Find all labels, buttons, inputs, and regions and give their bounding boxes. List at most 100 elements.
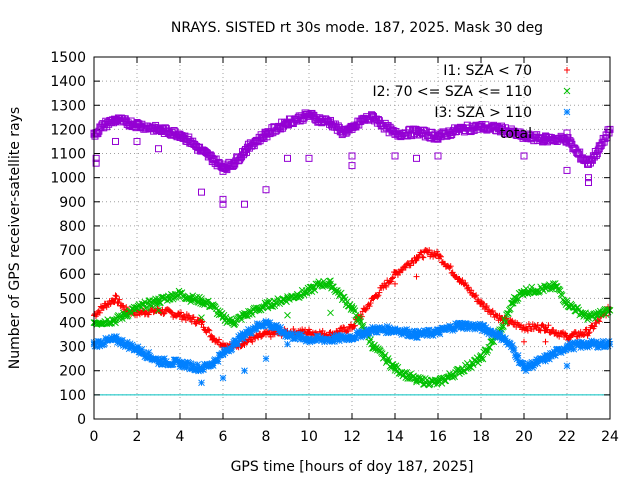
data-point xyxy=(591,315,599,322)
data-point xyxy=(434,248,441,255)
data-point-key xyxy=(456,276,463,283)
data-point xyxy=(504,310,511,317)
outlier-point xyxy=(219,200,227,208)
y-tick-label: 900 xyxy=(59,195,86,211)
outlier-point xyxy=(155,145,162,153)
data-point-key xyxy=(370,343,377,350)
y-tick-label: 1200 xyxy=(50,122,86,138)
data-point xyxy=(514,295,522,302)
data-point-key xyxy=(230,159,238,167)
data-point xyxy=(462,365,470,372)
plot-frame xyxy=(93,56,611,420)
data-point-key xyxy=(327,118,334,126)
data-point xyxy=(402,264,409,271)
outlier-point xyxy=(563,362,571,370)
data-point-key xyxy=(176,290,184,297)
data-point-key xyxy=(112,116,119,124)
data-point-key xyxy=(413,377,420,384)
data-point-key xyxy=(585,314,592,321)
data-point-key xyxy=(262,319,270,326)
x-tick-label: 12 xyxy=(343,429,361,445)
data-point-key xyxy=(230,340,238,348)
data-point-key xyxy=(370,295,377,302)
data-point xyxy=(319,327,326,334)
data-point xyxy=(467,364,475,371)
data-point-key xyxy=(563,343,571,350)
outlier-point xyxy=(92,154,100,162)
y-tick-label: 800 xyxy=(59,219,86,235)
data-point-key xyxy=(521,324,527,331)
data-point-key xyxy=(563,299,571,307)
outlier-point xyxy=(563,166,571,174)
outlier-point xyxy=(585,174,592,182)
data-point xyxy=(205,326,212,333)
data-point xyxy=(362,306,369,313)
data-point-key xyxy=(477,355,485,363)
y-tick-label: 0 xyxy=(77,412,86,428)
data-point-key xyxy=(284,294,291,302)
outlier-point xyxy=(262,186,270,194)
outlier-point xyxy=(542,338,549,345)
outlier-point xyxy=(434,152,442,160)
data-point-key xyxy=(542,355,549,363)
data-point-key xyxy=(348,125,356,133)
data-point-key xyxy=(219,350,227,358)
data-point xyxy=(269,303,277,310)
data-point-key xyxy=(208,154,216,162)
data-point xyxy=(479,355,487,363)
data-point xyxy=(593,150,601,158)
data-point-key xyxy=(509,297,517,305)
legend-label: I1: SZA < 70 xyxy=(443,63,532,79)
data-point-key xyxy=(165,128,173,136)
data-point xyxy=(363,305,370,312)
data-marks xyxy=(90,109,614,389)
data-point xyxy=(414,255,421,262)
data-point xyxy=(143,304,151,311)
y-tick-label: 700 xyxy=(59,243,86,259)
data-point xyxy=(465,363,473,370)
data-point xyxy=(447,263,454,270)
data-point xyxy=(418,377,425,384)
x-tick-label: 10 xyxy=(300,429,318,445)
x-tick-label: 0 xyxy=(90,429,99,445)
data-point-key xyxy=(198,147,205,155)
data-point xyxy=(473,292,480,299)
data-point xyxy=(290,326,297,333)
data-point xyxy=(327,277,334,285)
data-point-key xyxy=(251,323,259,331)
data-point-key xyxy=(456,125,463,133)
data-point-key xyxy=(499,125,506,133)
data-point xyxy=(383,357,391,365)
x-axis-label: GPS time [hours of doy 187, 2025] xyxy=(231,459,474,475)
data-point-key xyxy=(220,341,226,348)
data-point-key xyxy=(230,319,238,326)
chart-title: NRAYS. SISTED rt 30s mode. 187, 2025. Ma… xyxy=(171,20,543,36)
data-point xyxy=(116,296,123,303)
data-point xyxy=(345,328,352,335)
outlier-point xyxy=(392,280,398,287)
data-point xyxy=(231,320,239,328)
data-point xyxy=(536,326,543,333)
data-point-key xyxy=(327,336,334,343)
series-i2-70-sza-110 xyxy=(90,277,614,389)
data-point-key xyxy=(155,125,162,133)
x-tick-label: 2 xyxy=(133,429,142,445)
outlier-point xyxy=(219,195,227,203)
data-point-key xyxy=(284,331,291,338)
x-tick-label: 18 xyxy=(472,429,490,445)
data-point-key xyxy=(327,280,334,288)
data-point-key xyxy=(187,294,195,302)
data-point xyxy=(376,289,383,296)
data-point xyxy=(203,298,210,306)
data-point xyxy=(591,323,598,330)
data-point xyxy=(206,327,213,334)
data-point xyxy=(483,349,491,356)
data-point xyxy=(383,283,390,290)
outlier-point xyxy=(134,312,140,319)
data-point-key xyxy=(133,304,141,312)
data-point-key xyxy=(552,282,560,290)
data-point xyxy=(216,336,223,343)
data-point xyxy=(459,277,466,284)
data-point xyxy=(277,324,285,331)
data-point xyxy=(382,282,389,289)
